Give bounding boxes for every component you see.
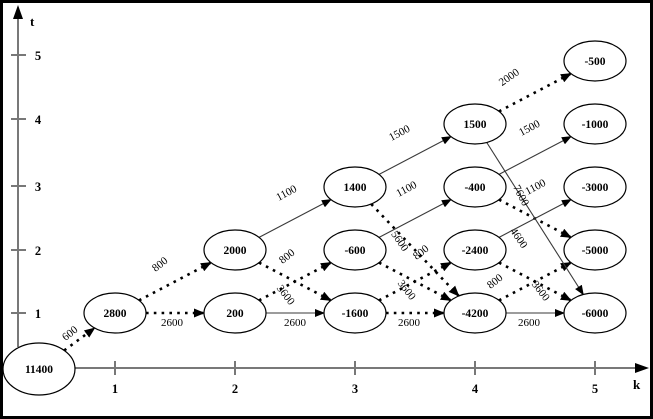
node-ellipse-k5t4: [563, 103, 627, 145]
node-value-k3t1: -1600: [342, 308, 369, 320]
node-k2t2: 2000: [203, 229, 267, 271]
node-value-k3t3: 1400: [344, 182, 367, 194]
node-k3t3: 1400: [323, 166, 387, 208]
node-k1t1: 2800: [83, 292, 147, 334]
axes: t k 1 2 3 4 5 1 2 3 4 5: [11, 5, 649, 396]
k-axis-tick-label: 3: [352, 382, 358, 396]
edge-k2t2-k3t1: [258, 261, 332, 302]
t-axis-arrow-icon: [13, 5, 23, 19]
node-value-start: 11400: [25, 364, 53, 376]
node-k4t2: -2400: [443, 229, 507, 271]
node-value-k5t1: -6000: [582, 308, 609, 320]
node-ellipse-k3t1: [323, 292, 387, 334]
node-value-k5t5: -500: [584, 56, 605, 68]
node-k5t1: -6000: [563, 292, 627, 334]
t-axis-label: t: [30, 14, 35, 29]
k-axis-label: k: [633, 377, 641, 392]
t-axis-tick-label: 1: [35, 307, 41, 321]
node-k5t3: -3000: [563, 166, 627, 208]
node-value-k4t4: 1500: [464, 119, 487, 131]
edge-label-k3t1-k4t1: 2600: [398, 317, 421, 329]
k-axis-tick-label: 4: [472, 382, 479, 396]
k-axis-arrow-icon: [635, 363, 649, 373]
node-ellipse-k3t2: [323, 229, 387, 271]
node-ellipse-k5t1: [563, 292, 627, 334]
edge-k2t2-k3t3: [258, 199, 332, 238]
k-axis-tick-label: 2: [232, 382, 238, 396]
k-axis-tick-label: 5: [592, 382, 598, 396]
node-ellipse-k1t1: [83, 292, 147, 334]
t-axis-tick-label: 5: [35, 49, 41, 63]
node-ellipse-k3t3: [323, 166, 387, 208]
node-value-k2t2: 2000: [224, 245, 247, 257]
node-ellipse-k4t1: [443, 292, 507, 334]
node-k3t2: -600: [323, 229, 387, 271]
node-ellipse-k4t4: [443, 103, 507, 145]
node-value-k2t1: 200: [226, 308, 244, 320]
node-value-k3t2: -600: [344, 245, 365, 257]
t-axis-tick-label: 3: [35, 180, 41, 194]
edge-start-k1t1: [63, 327, 96, 352]
node-ellipse-k2t1: [203, 292, 267, 334]
node-value-k4t3: -400: [464, 182, 485, 194]
node-value-k4t1: -4200: [462, 308, 489, 320]
edge-label-k4t1-k5t1: 2600: [518, 317, 541, 329]
t-axis-tick-label: 4: [35, 113, 42, 127]
node-value-k5t2: -5000: [582, 245, 609, 257]
node-k4t1: -4200: [443, 292, 507, 334]
node-k5t4: -1000: [563, 103, 627, 145]
edge-k4t3-k5t4: [498, 136, 572, 175]
edge-k4t4-k5t1: [486, 142, 584, 296]
edge-label-k1t1-k2t1: 2600: [161, 317, 184, 329]
node-ellipse-k2t2: [203, 229, 267, 271]
edge-k4t2-k5t1: [498, 261, 572, 302]
t-axis-tick-label: 2: [35, 244, 41, 258]
edge-k3t2-k4t1: [378, 261, 452, 302]
node-ellipse-k4t3: [443, 166, 507, 208]
node-k2t1: 200: [203, 292, 267, 334]
node-value-k1t1: 2800: [104, 308, 127, 320]
node-value-k5t4: -1000: [582, 119, 609, 131]
node-value-k4t2: -2400: [462, 245, 489, 257]
node-ellipse-k4t2: [443, 229, 507, 271]
edge-label-k2t1-k3t1: 2600: [284, 317, 307, 329]
edge-k3t3-k4t1: [370, 203, 460, 297]
node-k5t2: -5000: [563, 229, 627, 271]
edge-k3t2-k4t3: [378, 199, 452, 238]
node-k4t4: 1500: [443, 103, 507, 145]
node-k5t5: -500: [563, 40, 627, 82]
edge-k1t1-k2t2: [138, 261, 212, 302]
edge-k4t4-k5t5: [498, 72, 572, 113]
node-ellipse-k5t3: [563, 166, 627, 208]
node-ellipse-k5t5: [563, 40, 627, 82]
k-axis-tick-label: 1: [112, 382, 118, 396]
node-k3t1: -1600: [323, 292, 387, 334]
edge-k3t3-k4t4: [378, 136, 452, 175]
node-k4t3: -400: [443, 166, 507, 208]
node-start: 11400: [2, 342, 76, 396]
node-ellipse-k5t2: [563, 229, 627, 271]
node-ellipse-start: [2, 342, 76, 396]
node-value-k5t3: -3000: [582, 182, 609, 194]
